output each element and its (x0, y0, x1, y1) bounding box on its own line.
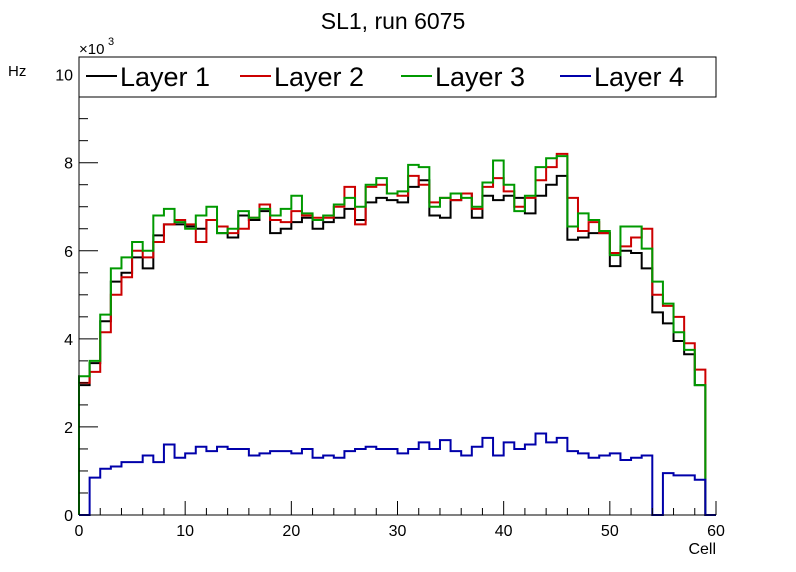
x-axis-label: Cell (688, 541, 716, 558)
legend-label-layer-3: Layer 3 (435, 62, 525, 92)
x-tick-label: 10 (176, 523, 194, 540)
y-tick-label: 8 (64, 156, 73, 173)
y-tick-label: 10 (55, 68, 73, 85)
x-tick-label: 20 (282, 523, 300, 540)
x-tick-label: 0 (75, 523, 84, 540)
x-tick-label: 40 (495, 523, 513, 540)
legend-label-layer-1: Layer 1 (120, 62, 210, 92)
legend: Layer 1 Layer 2 Layer 3 Layer 4 (78, 56, 717, 98)
y-tick-label: 2 (64, 420, 73, 437)
series-line-layer-3 (78, 155, 716, 516)
axes-group: 0 10 20 30 40 50 60 0 2 4 6 8 10 (55, 57, 725, 540)
y-tick-label: 0 (64, 508, 73, 525)
x-tick-label: 60 (707, 523, 725, 540)
y-axis-label: Hz (8, 63, 26, 80)
x-tick-label: 50 (601, 523, 619, 540)
legend-box (78, 56, 717, 98)
legend-label-layer-2: Layer 2 (274, 62, 364, 92)
series-group (78, 152, 716, 516)
legend-label-layer-4: Layer 4 (594, 62, 684, 92)
x-tick-label: 30 (389, 523, 407, 540)
series-line-layer-4 (79, 432, 716, 516)
y-multiplier-exponent: 3 (108, 36, 114, 48)
chart-title: SL1, run 6075 (321, 8, 466, 34)
y-multiplier-base: ×10 (79, 41, 104, 58)
y-tick-label: 6 (64, 244, 73, 261)
y-tick-label: 4 (64, 332, 73, 349)
